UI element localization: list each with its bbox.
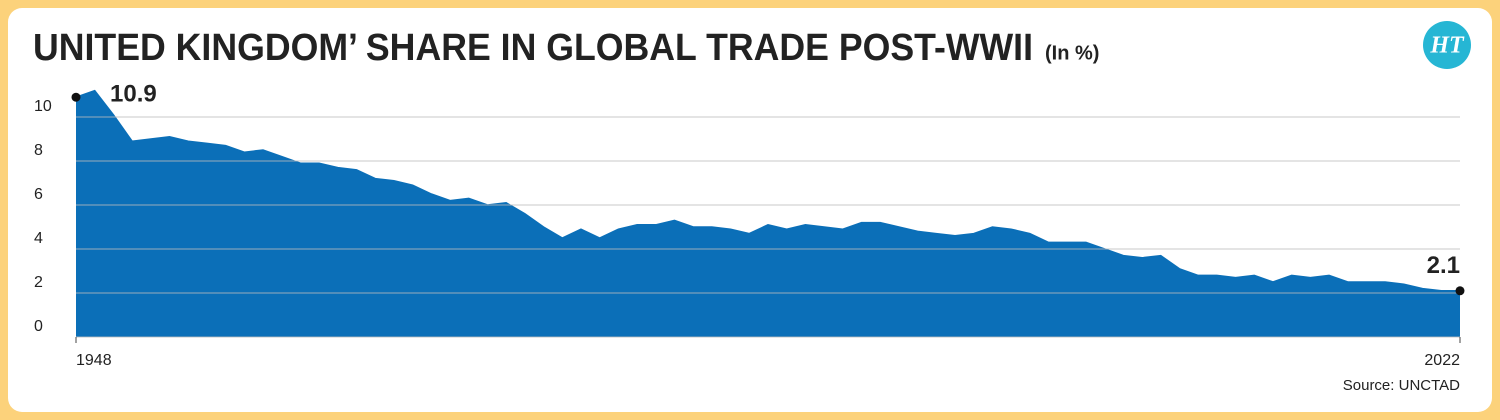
- y-tick-label: 2: [34, 274, 43, 291]
- end-dot: [1455, 286, 1465, 296]
- source: Source: UNCTAD: [1343, 377, 1460, 394]
- chart-title: UNITED KINGDOM’ SHARE IN GLOBAL TRADE PO…: [33, 27, 1033, 69]
- logo-badge: [1423, 21, 1471, 69]
- data-label: 10.9: [110, 81, 157, 108]
- x-tick-label: 2022: [1424, 352, 1460, 369]
- area-line: [75, 89, 1460, 292]
- data-label: 2.1: [1427, 252, 1460, 279]
- x-tick-label: 1948: [76, 352, 112, 369]
- area-fill: [76, 90, 1460, 337]
- y-tick-label: 4: [34, 230, 43, 247]
- y-tick-label: 0: [34, 318, 43, 335]
- chart-subtitle: (In %): [1045, 42, 1099, 64]
- y-tick-label: 10: [34, 98, 52, 115]
- logo: HT: [1429, 33, 1465, 59]
- y-tick-label: 8: [34, 142, 43, 159]
- end-dot: [71, 92, 81, 102]
- y-tick-label: 6: [34, 186, 43, 203]
